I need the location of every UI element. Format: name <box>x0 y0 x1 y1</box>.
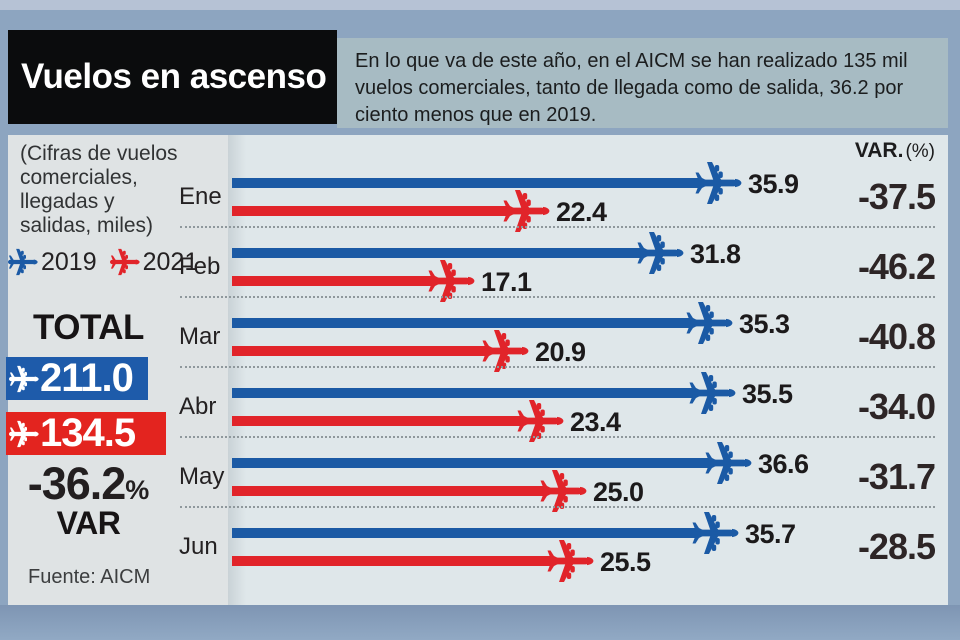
plane-icon-total-2021 <box>9 419 39 449</box>
bar-2021 <box>232 416 534 426</box>
total-variation: -36.2% <box>6 458 171 510</box>
value-2021: 17.1 <box>481 267 532 297</box>
bar-2021 <box>232 206 520 216</box>
description-text: En lo que va de este año, en el AICM se … <box>355 50 908 126</box>
total-2019-box: 211.0 <box>6 356 148 400</box>
bar-2019 <box>232 388 706 398</box>
total-2021-box: 134.5 <box>6 411 166 455</box>
chart-row-feb: Feb 31.8 17.1 -46.2 <box>177 228 948 302</box>
row-separator <box>180 226 935 228</box>
month-label: Feb <box>179 253 221 280</box>
month-label: Jun <box>179 533 218 560</box>
var-header-label: VAR. <box>854 139 904 162</box>
var-value: -40.8 <box>857 316 936 357</box>
value-2019: 35.9 <box>748 169 799 199</box>
page-title: Vuelos en ascenso <box>21 57 327 96</box>
value-2021: 22.4 <box>556 197 607 227</box>
frame-top-highlight <box>0 0 960 10</box>
value-2021: 25.0 <box>593 477 644 507</box>
legend-label-2019: 2019 <box>41 247 97 276</box>
value-2021: 23.4 <box>570 407 621 437</box>
var-value: -37.5 <box>857 176 936 217</box>
bar-2021 <box>232 556 564 566</box>
bar-2019 <box>232 248 654 258</box>
month-label: Ene <box>179 183 222 210</box>
plane-icon-2021 <box>546 537 594 585</box>
plane-icon-2019 <box>688 369 736 417</box>
value-2021: 20.9 <box>535 337 586 367</box>
legend-label-2021: 2021 <box>142 247 199 276</box>
var-value: -31.7 <box>857 456 936 497</box>
source-credit: Fuente: AICM <box>28 566 151 588</box>
plane-icon-2019-legend <box>8 247 38 277</box>
bar-2019 <box>232 318 703 328</box>
value-2019: 31.8 <box>690 239 741 269</box>
row-separator <box>180 296 935 298</box>
title-box: Vuelos en ascenso <box>8 30 337 124</box>
bar-2019 <box>232 528 709 538</box>
chart-note: (Cifras de vuelos comerciales, llegadas … <box>20 142 178 237</box>
value-2019: 35.7 <box>745 519 796 549</box>
month-label: Mar <box>179 323 221 350</box>
total-heading: TOTAL <box>33 308 144 347</box>
var-value: -34.0 <box>857 386 936 427</box>
chart-row-may: May 36.6 25.0 -31.7 <box>177 438 948 512</box>
value-2019: 36.6 <box>758 449 809 479</box>
plane-icon-2019 <box>704 439 752 487</box>
plane-icon-2019 <box>685 299 733 347</box>
chart-row-abr: Abr 35.5 23.4 -34.0 <box>177 368 948 442</box>
bar-2019 <box>232 178 712 188</box>
var-column-header: VAR. (%) <box>855 139 935 163</box>
bar-2021 <box>232 346 499 356</box>
description-box: En lo que va de este año, en el AICM se … <box>337 38 948 128</box>
chart-row-jun: Jun 35.7 25.5 -28.5 <box>177 508 948 582</box>
plane-icon-2021-legend <box>109 247 140 277</box>
plane-icon-2021 <box>502 187 550 235</box>
var-value: -46.2 <box>857 246 936 287</box>
total-variation-label: VAR <box>56 505 121 541</box>
var-header-unit: (%) <box>905 141 935 162</box>
row-separator <box>180 366 935 368</box>
chart-legend: 2019 2021 <box>8 247 198 277</box>
plane-icon-total-2019 <box>9 364 39 394</box>
bar-2019 <box>232 458 722 468</box>
plane-icon-2019 <box>694 159 742 207</box>
bar-2021 <box>232 276 445 286</box>
total-2019-value: 211.0 <box>40 356 134 400</box>
plane-icon-2021 <box>427 257 475 305</box>
value-2019: 35.5 <box>742 379 793 409</box>
total-2021-value: 134.5 <box>40 411 136 455</box>
month-label: May <box>179 463 225 490</box>
plane-icon-2019 <box>691 509 739 557</box>
value-2019: 35.3 <box>739 309 790 339</box>
plane-icon-2021 <box>516 397 564 445</box>
bar-2021 <box>232 486 557 496</box>
plane-icon-2021 <box>539 467 587 515</box>
month-label: Abr <box>179 393 217 420</box>
plane-icon-2019 <box>636 229 684 277</box>
chart-row-ene: Ene 35.9 22.4 -37.5 <box>177 158 948 232</box>
frame-bottom-band <box>0 605 960 640</box>
percent-sign: % <box>125 475 150 505</box>
row-separator <box>180 506 935 508</box>
row-separator <box>180 436 935 438</box>
total-variation-value: -36.2 <box>27 458 127 509</box>
value-2021: 25.5 <box>600 547 651 577</box>
var-value: -28.5 <box>857 526 936 567</box>
chart-row-mar: Mar 35.3 20.9 -40.8 <box>177 298 948 372</box>
